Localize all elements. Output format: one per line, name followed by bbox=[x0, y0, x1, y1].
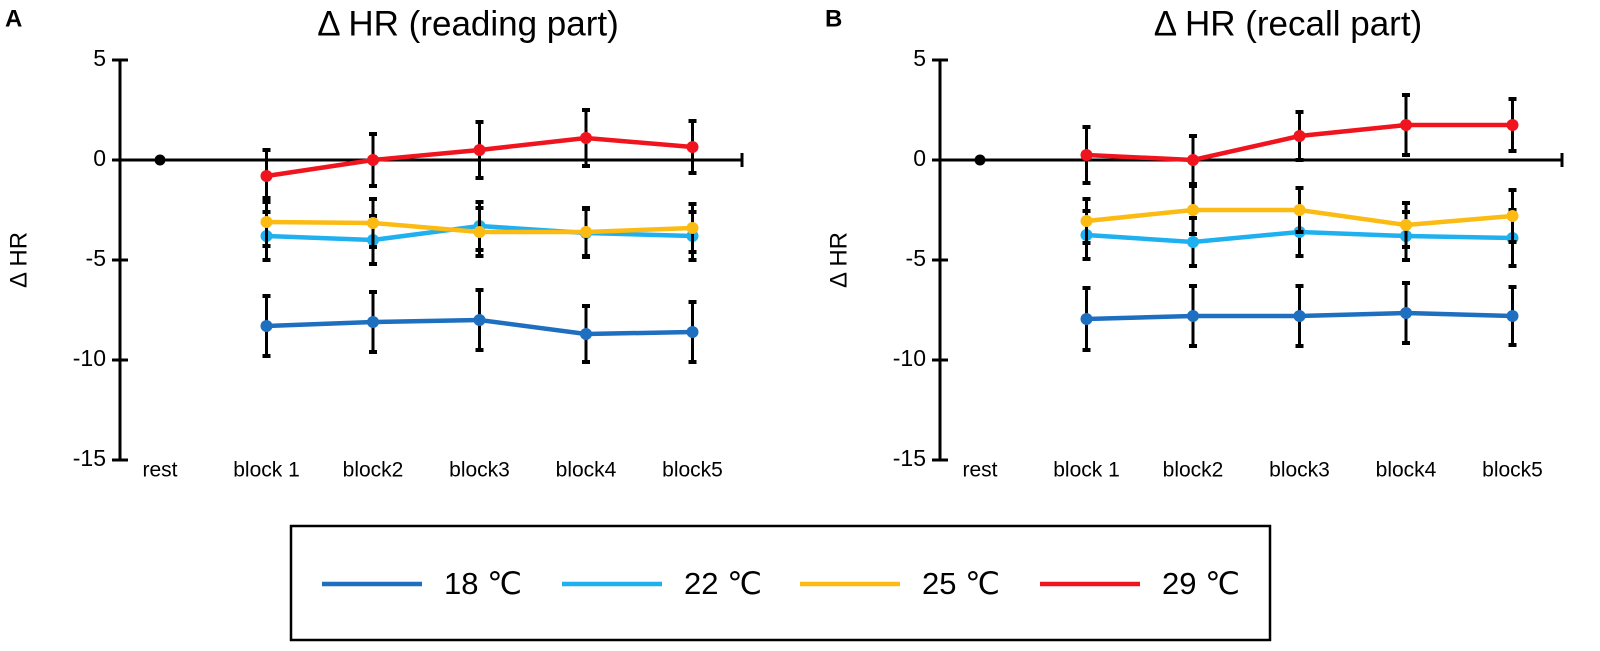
chart-title: Δ HR (recall part) bbox=[1154, 4, 1422, 43]
series-point bbox=[473, 226, 486, 238]
series-point bbox=[367, 217, 379, 229]
series-point bbox=[260, 170, 273, 182]
panel-label: B bbox=[825, 5, 842, 32]
x-tick-label: block 1 bbox=[233, 459, 300, 482]
panel-label: A bbox=[5, 5, 22, 32]
series-point bbox=[1293, 130, 1306, 142]
series-point bbox=[1187, 154, 1199, 166]
series-point bbox=[1506, 310, 1519, 322]
series-point bbox=[1080, 215, 1093, 227]
series-point bbox=[473, 314, 486, 326]
series-point bbox=[260, 320, 273, 332]
y-tick-label: -5 bbox=[906, 245, 926, 271]
chart-title: Δ HR (reading part) bbox=[317, 4, 619, 43]
x-tick-label: rest bbox=[962, 459, 997, 482]
x-tick-label: block 1 bbox=[1053, 459, 1120, 482]
series-point bbox=[1400, 307, 1412, 319]
x-tick-label: block2 bbox=[343, 459, 404, 482]
series-point bbox=[580, 226, 592, 238]
series-point bbox=[1187, 236, 1199, 248]
series-point bbox=[1080, 313, 1093, 325]
series-point bbox=[686, 141, 699, 153]
series-point bbox=[367, 154, 379, 166]
series-point bbox=[1400, 219, 1412, 231]
series-point bbox=[1080, 149, 1093, 161]
legend-label: 25 ℃ bbox=[922, 566, 1000, 601]
series-point bbox=[1506, 210, 1519, 222]
series-point bbox=[580, 328, 592, 340]
series-point bbox=[1506, 119, 1519, 131]
legend-label: 29 ℃ bbox=[1162, 566, 1240, 601]
y-tick-label: 0 bbox=[913, 145, 926, 171]
series-point bbox=[686, 222, 699, 234]
x-tick-label: rest bbox=[142, 459, 177, 482]
series-point bbox=[1187, 204, 1199, 216]
y-tick-label: 5 bbox=[913, 45, 926, 71]
y-tick-label: -10 bbox=[893, 345, 926, 371]
y-tick-label: -10 bbox=[73, 345, 106, 371]
x-tick-label: block3 bbox=[1269, 459, 1330, 482]
x-tick-label: block5 bbox=[662, 459, 723, 482]
y-axis-label: Δ HR bbox=[825, 232, 852, 288]
series-point bbox=[686, 326, 699, 338]
series-point bbox=[580, 132, 592, 144]
series-point bbox=[1293, 310, 1306, 322]
x-tick-label: block3 bbox=[449, 459, 510, 482]
rest-point bbox=[974, 154, 986, 166]
series-point bbox=[260, 216, 273, 228]
y-axis-label: Δ HR bbox=[5, 232, 32, 288]
x-tick-label: block2 bbox=[1163, 459, 1224, 482]
series-point bbox=[1400, 119, 1412, 131]
rest-point bbox=[154, 154, 166, 166]
series-point bbox=[1187, 310, 1199, 322]
y-tick-label: 5 bbox=[93, 45, 106, 71]
x-tick-label: block5 bbox=[1482, 459, 1543, 482]
y-tick-label: -15 bbox=[893, 445, 926, 471]
y-tick-label: -5 bbox=[86, 245, 106, 271]
y-tick-label: 0 bbox=[93, 145, 106, 171]
legend-label: 18 ℃ bbox=[444, 566, 522, 601]
x-tick-label: block4 bbox=[1376, 459, 1437, 482]
x-tick-label: block4 bbox=[556, 459, 617, 482]
y-tick-label: -15 bbox=[73, 445, 106, 471]
series-point bbox=[473, 144, 486, 156]
series-point bbox=[367, 316, 379, 328]
legend-label: 22 ℃ bbox=[684, 566, 762, 601]
series-point bbox=[1293, 204, 1306, 216]
